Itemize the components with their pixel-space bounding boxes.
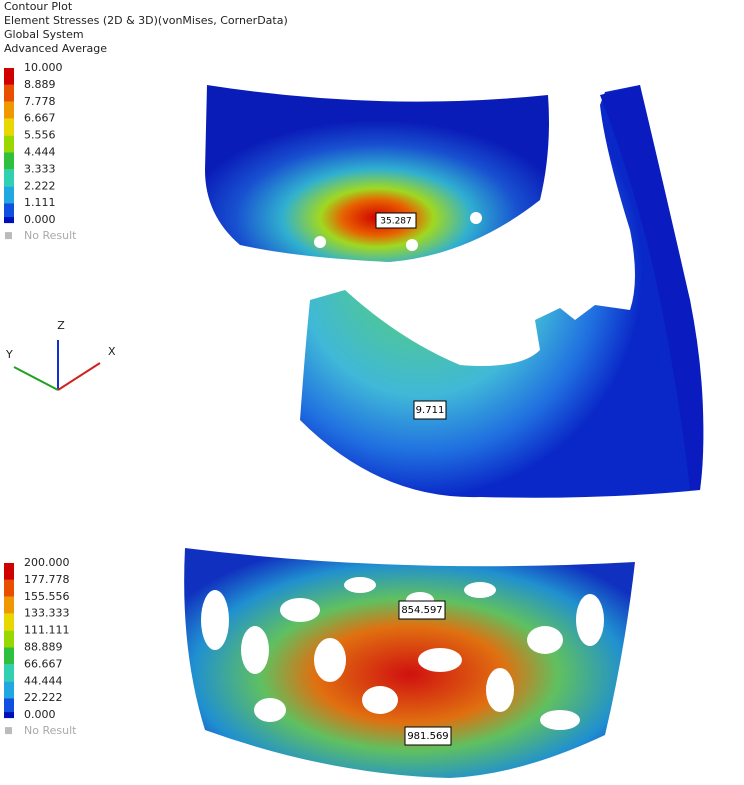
legend-swatch [4,186,14,204]
legend-label: 0.000 [24,213,56,226]
no-result-label: No Result [24,724,77,737]
axis-label: Y [5,348,13,361]
legend-label: 133.333 [24,607,70,620]
legend-swatch [4,101,14,119]
legend-swatch [4,84,14,102]
annotation: 35.287 [380,217,412,227]
header: Contour Plot Element Stresses (2D & 3D)(… [4,0,288,55]
annotation-box [398,600,446,620]
legend-swatch [4,68,14,85]
legend-label: 44.444 [24,674,63,687]
axis-label: Z [57,319,65,332]
axis-y [13,366,59,391]
legend-label: 111.111 [24,624,70,637]
annotations: 35.287 9.711 854.597 981.569 [375,212,452,746]
no-result-swatch [5,232,12,240]
legend-label: 200.000 [24,556,70,569]
legend-label: 5.556 [24,129,56,142]
legend-swatch [4,563,14,580]
legend-swatch [4,712,14,719]
hole [406,239,418,251]
header-line: Advanced Average [4,42,107,55]
legend-label: 22.222 [24,691,63,704]
hole [314,236,326,248]
triad: Z Y X [5,319,116,391]
no-result-swatch [5,727,12,735]
legend-swatch [4,647,14,665]
legend-swatch [4,118,14,136]
legend-swatch [4,664,14,682]
legend-swatch [4,579,14,597]
legend-label: 8.889 [24,78,56,91]
legend-label: 7.778 [24,95,56,108]
legend-label: 177.778 [24,573,70,586]
model-jaw [300,85,704,498]
legend-swatch [4,135,14,153]
legend-label: 1.111 [24,196,56,209]
axis-x [57,362,101,391]
legend-label: 10.000 [24,61,63,74]
annotation: 9.711 [416,405,445,416]
no-result-label: No Result [24,229,77,242]
legend-swatch [4,217,14,224]
legend-label: 88.889 [24,641,63,654]
legend-swatch [4,203,14,221]
header-line: Global System [4,28,84,41]
legend-label: 2.222 [24,179,56,192]
legend: 10.000 8.889 7.778 6.667 5.556 4.444 3.333 2.22… [4,61,77,242]
axis-label: X [108,345,116,358]
header-line: Contour Plot [4,0,73,13]
legend-label: 6.667 [24,112,56,125]
legend-swatch [4,613,14,631]
legend-label: 155.556 [24,590,70,603]
legend-label: 4.444 [24,146,56,159]
annotation-box [413,400,447,420]
legend-swatch [4,152,14,170]
legend-swatch [4,169,14,187]
legend-label: 0.000 [24,708,56,721]
legend-label: 66.667 [24,657,63,670]
hole [470,212,482,224]
header-line: Element Stresses (2D & 3D)(vonMises, Cor… [4,14,288,27]
legend-swatch [4,681,14,699]
model-plate [205,85,549,262]
annotation: 854.597 [401,605,442,616]
legend-swatch [4,596,14,614]
legend-swatch [4,630,14,648]
model-ramus [600,85,704,490]
annotation-box [375,212,417,229]
legend-label: 3.333 [24,162,56,175]
legend-swatch [4,698,14,716]
legend: 200.000 177.778 155.556 133.333 111.111 88.88… [4,556,77,737]
annotation: 981.569 [407,731,448,742]
annotation-box [404,726,452,746]
